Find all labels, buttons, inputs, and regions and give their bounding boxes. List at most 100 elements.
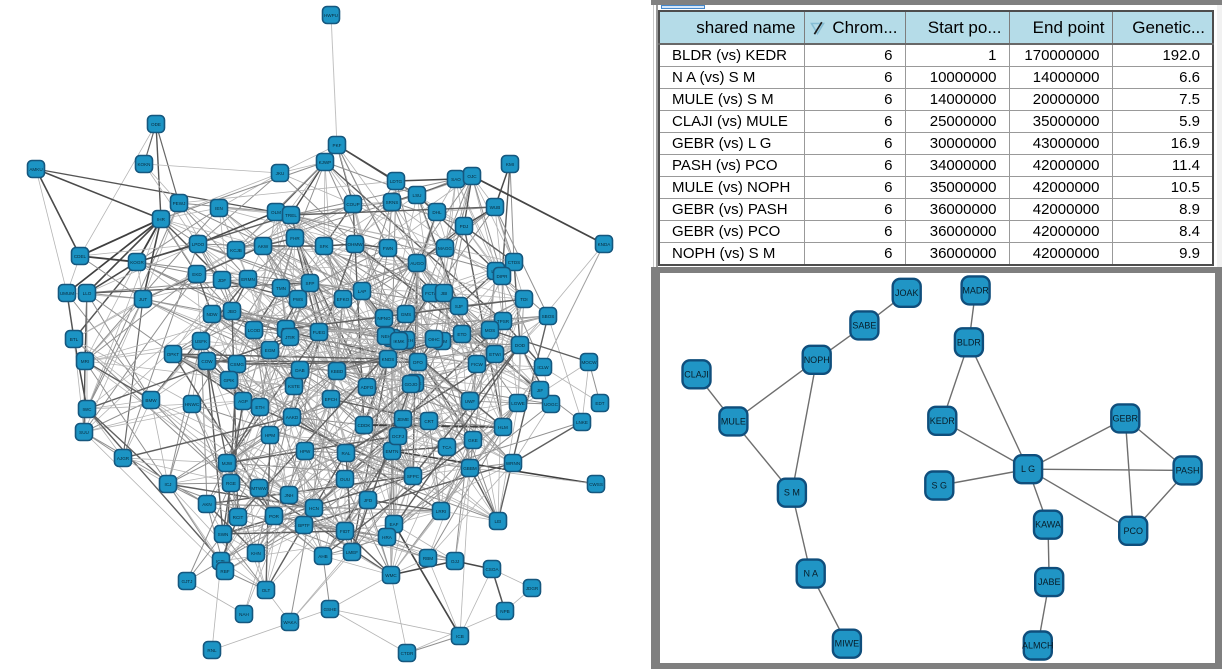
svg-text:KAWA: KAWA [1035, 520, 1061, 530]
svg-text:CSOA: CSOA [485, 567, 499, 572]
svg-text:HWPU: HWPU [324, 13, 338, 18]
svg-text:SFP: SFP [306, 281, 315, 286]
svg-text:NAH: NAH [239, 612, 249, 617]
svg-text:LDTG: LDTG [390, 179, 403, 184]
svg-text:FHR: FHR [290, 236, 300, 241]
svg-text:LCOD: LCOD [248, 328, 261, 333]
svg-text:EKD: EKD [192, 272, 202, 277]
svg-text:USFK: USFK [195, 339, 208, 344]
svg-text:LLO: LLO [83, 291, 92, 296]
svg-text:RNL: RNL [207, 648, 217, 653]
svg-text:IEN: IEN [215, 206, 223, 211]
svg-text:MTWW: MTWW [251, 486, 267, 491]
svg-text:ERMN: ERMN [241, 277, 255, 282]
svg-text:IHR: IHR [157, 217, 166, 222]
svg-text:IWC: IWC [83, 407, 93, 412]
svg-text:NOPH: NOPH [804, 355, 830, 365]
svg-text:ICB: ICB [456, 634, 464, 639]
svg-text:NPB: NPB [500, 609, 509, 614]
svg-text:OJC: OJC [467, 174, 477, 179]
svg-text:JDF: JDF [218, 278, 227, 283]
svg-text:ICTL: ICTL [216, 559, 226, 564]
svg-text:JIF: JIF [537, 388, 544, 393]
svg-text:RBF: RBF [220, 569, 229, 574]
svg-text:FCTA: FCTA [425, 291, 438, 296]
svg-text:WAKA: WAKA [283, 620, 297, 625]
svg-text:LRRI: LRRI [436, 509, 446, 514]
svg-text:AKW: AKW [258, 244, 269, 249]
svg-text:GPIK: GPIK [224, 378, 236, 383]
svg-text:SWN: SWN [218, 532, 229, 537]
svg-text:ETD: ETD [457, 332, 467, 337]
svg-text:WUB: WUB [490, 205, 501, 210]
svg-text:GSHE: GSHE [323, 607, 336, 612]
svg-text:MAGG: MAGG [438, 246, 452, 251]
svg-text:FWN: FWN [383, 246, 393, 251]
svg-text:COUP: COUP [346, 202, 359, 207]
svg-text:JFD: JFD [364, 498, 373, 503]
svg-text:LAP: LAP [358, 289, 367, 294]
svg-text:JUT: JUT [139, 297, 148, 302]
svg-text:AGP: AGP [238, 399, 248, 404]
svg-text:EAF: EAF [390, 522, 399, 527]
svg-text:BPTF: BPTF [298, 523, 310, 528]
svg-text:PASH: PASH [1176, 465, 1200, 475]
svg-text:JTIR: JTIR [285, 335, 295, 340]
svg-text:MOCW: MOCW [581, 360, 597, 365]
svg-text:PKF: PKF [333, 143, 342, 148]
svg-text:KJWP: KJWP [319, 160, 332, 165]
svg-text:KNDA: KNDA [598, 242, 612, 247]
svg-text:AAKD: AAKD [286, 415, 299, 420]
svg-text:TCA: TCA [442, 445, 452, 450]
svg-text:JOAK: JOAK [895, 288, 919, 298]
svg-text:KEDR: KEDR [930, 416, 956, 426]
svg-text:FUEG: FUEG [313, 330, 326, 335]
svg-text:OUU: OUU [340, 477, 350, 482]
svg-text:ETH: ETH [255, 405, 264, 410]
svg-text:RAL: RAL [342, 451, 351, 456]
svg-text:DAB: DAB [295, 368, 304, 373]
svg-text:CWSS: CWSS [589, 482, 603, 487]
svg-text:MADR: MADR [962, 285, 989, 295]
svg-text:EGM: EGM [265, 348, 276, 353]
svg-text:CTDR: CTDR [401, 651, 414, 656]
svg-text:RCIT: RCIT [233, 515, 244, 520]
svg-text:TREL: TREL [285, 213, 297, 218]
svg-text:L G: L G [1021, 464, 1035, 474]
svg-text:OPKT: OPKT [167, 352, 180, 357]
svg-text:HPM: HPM [265, 433, 275, 438]
svg-text:GKE: GKE [468, 438, 478, 443]
svg-text:JBI: JBI [441, 291, 448, 296]
svg-text:HPW: HPW [300, 449, 311, 454]
svg-text:KNDS: KNDS [382, 357, 395, 362]
svg-text:HNWC: HNWC [185, 402, 200, 407]
svg-text:NPNO: NPNO [377, 316, 391, 321]
svg-text:AUGO: AUGO [410, 261, 424, 266]
svg-text:SRNS: SRNS [386, 200, 399, 205]
svg-text:LNKE: LNKE [576, 420, 588, 425]
svg-text:GBBM: GBBM [463, 466, 477, 471]
svg-text:HCN: HCN [309, 506, 319, 511]
svg-text:SFK: SFK [320, 244, 330, 249]
svg-text:TPSR: TPSR [497, 319, 510, 324]
svg-text:UOGC: UOGC [544, 402, 558, 407]
svg-text:FIDT: FIDT [340, 529, 350, 534]
svg-text:MOS: MOS [485, 328, 495, 333]
svg-text:JBO: JBO [228, 309, 237, 314]
svg-text:CDDK: CDDK [357, 423, 371, 428]
svg-text:S G: S G [932, 481, 948, 491]
svg-text:SFPC: SFPC [407, 474, 420, 479]
svg-text:LGWE: LGWE [511, 401, 525, 406]
svg-text:WRNN: WRNN [506, 461, 520, 466]
svg-text:DIPR: DIPR [497, 274, 509, 279]
svg-text:PCO: PCO [1123, 526, 1143, 536]
svg-text:DHL: DHL [432, 210, 442, 215]
svg-text:HRA: HRA [382, 535, 393, 540]
svg-text:OJJ: OJJ [451, 559, 459, 564]
svg-text:CSMG: CSMG [230, 362, 244, 367]
svg-text:JNH: JNH [285, 493, 294, 498]
svg-text:OHMW: OHMW [347, 242, 363, 247]
svg-text:KBBD: KBBD [331, 369, 344, 374]
svg-text:LSU: LSU [413, 193, 422, 198]
svg-text:ICJ: ICJ [165, 482, 172, 487]
